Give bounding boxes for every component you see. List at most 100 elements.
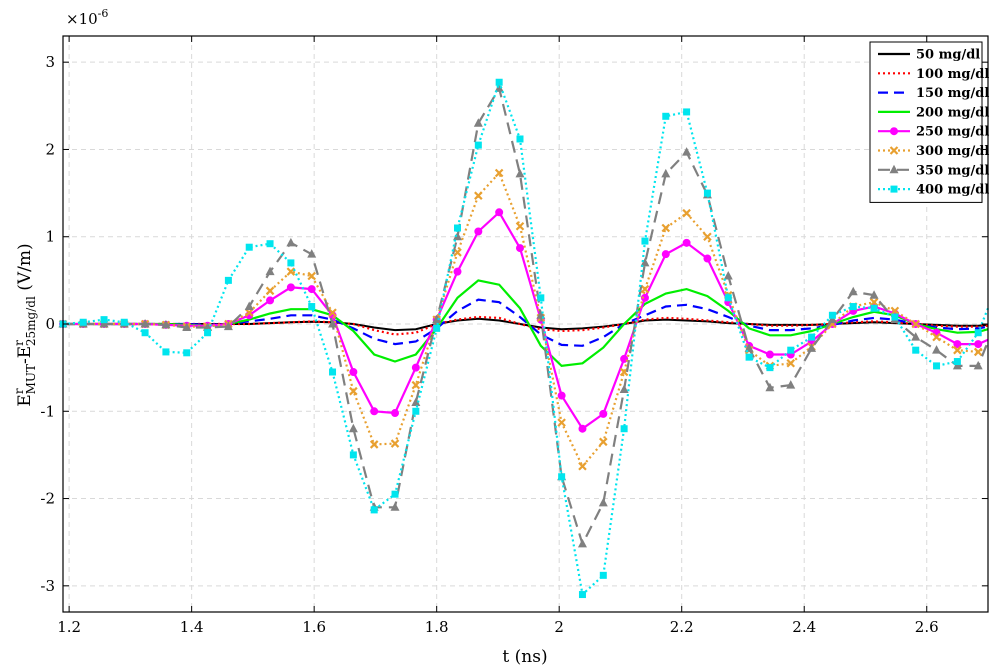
- data-point: [807, 343, 817, 352]
- data-point: [473, 118, 483, 127]
- series-350-mg-dl: [58, 83, 990, 548]
- legend-label: 350 mg/dl: [916, 163, 989, 178]
- x-tick-label: 2: [554, 618, 564, 636]
- data-point: [515, 168, 525, 178]
- data-point: [640, 284, 650, 294]
- data-point: [827, 314, 837, 324]
- data-point: [433, 324, 441, 332]
- data-point: [744, 343, 754, 352]
- y-tick-label: 1: [45, 228, 55, 246]
- legend-item: 50 mg/dl: [878, 48, 980, 63]
- data-point: [952, 360, 962, 370]
- data-point: [640, 257, 650, 267]
- y-exponent-label: ×10-6: [66, 7, 108, 28]
- data-point: [557, 391, 566, 400]
- data-point: [537, 294, 545, 302]
- data-point: [973, 360, 983, 370]
- y-tick-label: 2: [45, 140, 55, 158]
- data-point: [661, 168, 671, 178]
- data-point: [703, 189, 711, 197]
- data-point: [889, 146, 899, 155]
- y-axis-title-base1: E: [15, 394, 35, 406]
- data-point: [411, 397, 421, 407]
- data-point: [141, 329, 149, 337]
- data-point: [411, 363, 420, 372]
- data-point: [640, 293, 649, 302]
- data-point: [120, 318, 128, 326]
- data-point: [307, 249, 317, 258]
- data-point: [662, 112, 670, 120]
- data-point: [786, 380, 796, 389]
- data-point: [349, 451, 357, 459]
- y-axis-title-sub1: MUT: [24, 364, 38, 394]
- data-point: [99, 319, 109, 328]
- data-point: [495, 208, 504, 217]
- data-point: [557, 418, 566, 427]
- data-point: [932, 332, 941, 342]
- legend-label: 400 mg/dl: [916, 183, 989, 198]
- data-point: [494, 83, 504, 92]
- data-point: [765, 382, 775, 392]
- legend-label: 200 mg/dl: [916, 105, 989, 120]
- data-point: [808, 333, 816, 341]
- x-tick-label: 2.2: [670, 618, 694, 636]
- y-tick-label: -1: [40, 402, 55, 420]
- data-point: [182, 322, 192, 331]
- data-point: [140, 319, 150, 328]
- y-tick-label: 0: [45, 315, 55, 333]
- y-exponent-base: ×10: [66, 10, 98, 28]
- data-point: [578, 424, 587, 433]
- data-point: [390, 439, 400, 448]
- data-point: [661, 250, 670, 259]
- data-point: [786, 358, 796, 368]
- x-axis-title: t (ns): [502, 647, 547, 667]
- plot-series: [58, 78, 990, 599]
- series-line: [63, 85, 990, 547]
- data-point: [224, 276, 232, 284]
- y-axis-title-sup2: r: [12, 340, 26, 346]
- series-line: [63, 170, 989, 469]
- legend-label: 250 mg/dl: [916, 125, 989, 140]
- data-point: [953, 358, 961, 366]
- data-point: [162, 348, 170, 356]
- data-point: [577, 538, 587, 548]
- data-point: [682, 208, 691, 218]
- data-point: [848, 286, 858, 296]
- data-point: [307, 271, 316, 281]
- data-point: [869, 297, 879, 307]
- data-point: [933, 362, 941, 370]
- data-point: [869, 290, 879, 299]
- y-axis-title: ErMUT-Er25mg/dl (V/m): [12, 243, 38, 406]
- data-point: [558, 473, 566, 481]
- data-point: [515, 221, 525, 231]
- data-point: [474, 141, 482, 149]
- data-point: [870, 304, 878, 312]
- y-axis-title-units: (V/m): [15, 243, 35, 296]
- data-point: [79, 318, 87, 326]
- data-point: [766, 364, 774, 372]
- data-point: [495, 78, 503, 86]
- data-point: [953, 340, 962, 349]
- data-point: [266, 240, 274, 248]
- data-point: [100, 316, 108, 324]
- legend-box: [869, 41, 983, 203]
- x-tick-label: 2.6: [915, 618, 939, 636]
- x-tick-label: 1.4: [180, 618, 204, 636]
- data-point: [953, 345, 962, 355]
- data-point: [598, 497, 608, 507]
- data-point: [349, 386, 358, 396]
- series-400-mg-dl: [59, 78, 990, 599]
- data-point: [620, 425, 628, 433]
- data-point: [390, 502, 400, 511]
- data-point: [329, 368, 337, 376]
- data-point: [204, 329, 212, 337]
- data-point: [349, 368, 358, 376]
- data-point: [890, 127, 898, 136]
- data-point: [974, 329, 982, 337]
- data-point: [370, 407, 379, 416]
- data-point: [641, 237, 649, 245]
- y-exponent-power: -6: [98, 7, 109, 20]
- data-point: [890, 306, 900, 316]
- data-point: [474, 227, 483, 236]
